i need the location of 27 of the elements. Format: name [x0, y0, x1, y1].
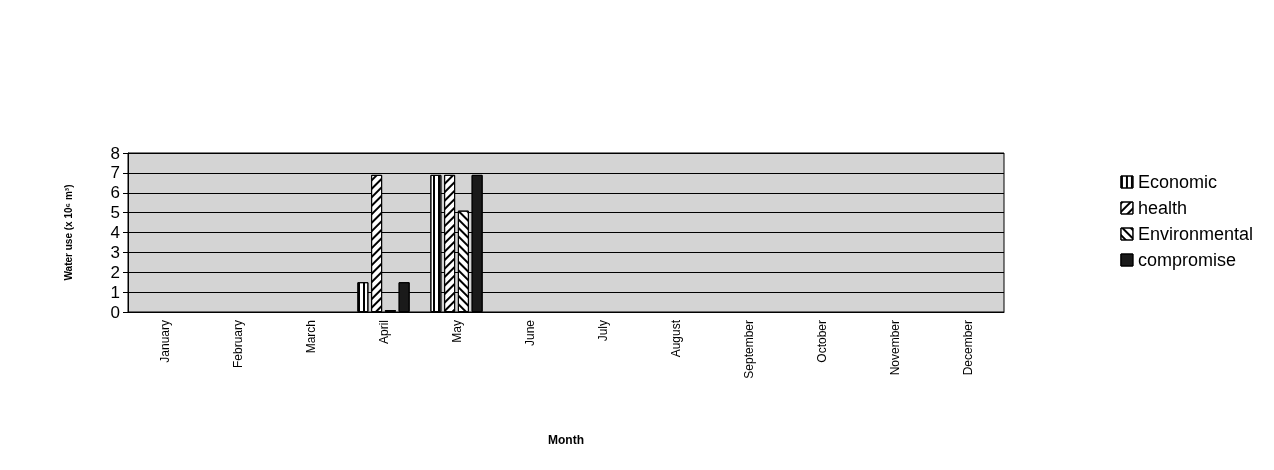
x-tick-label: July [595, 320, 610, 342]
y-tick-label: 0 [110, 302, 120, 322]
y-tick-label: 3 [110, 242, 120, 262]
x-tick-label: December [960, 320, 975, 376]
x-tick-label: February [230, 320, 245, 369]
x-tick-label: April [376, 320, 391, 345]
x-tick-label: March [303, 320, 318, 354]
legend-label: health [1137, 198, 1187, 218]
x-tick-label: January [157, 320, 172, 363]
y-tick-label: 2 [110, 262, 120, 282]
x-tick-label: September [741, 320, 756, 379]
y-tick-label: 7 [110, 163, 120, 183]
x-tick-label: November [887, 320, 902, 376]
x-tick-label: June [522, 319, 537, 347]
x-axis-title: Month [548, 433, 584, 447]
y-tick-label: 8 [110, 143, 120, 163]
legend-label: compromise [1137, 250, 1236, 270]
x-tick-label: August [668, 319, 683, 358]
x-tick-label: October [814, 320, 829, 363]
y-tick-label: 1 [110, 282, 120, 302]
y-tick-label: 5 [110, 203, 120, 223]
legend-label: Economic [1137, 172, 1217, 192]
y-tick-label: 4 [110, 223, 120, 242]
y-axis-title: Water use (x 10⁶ m³) [62, 184, 74, 281]
y-tick-label: 6 [110, 183, 120, 203]
legend-label: Environmental [1137, 224, 1253, 244]
x-tick-label: May [449, 320, 464, 343]
